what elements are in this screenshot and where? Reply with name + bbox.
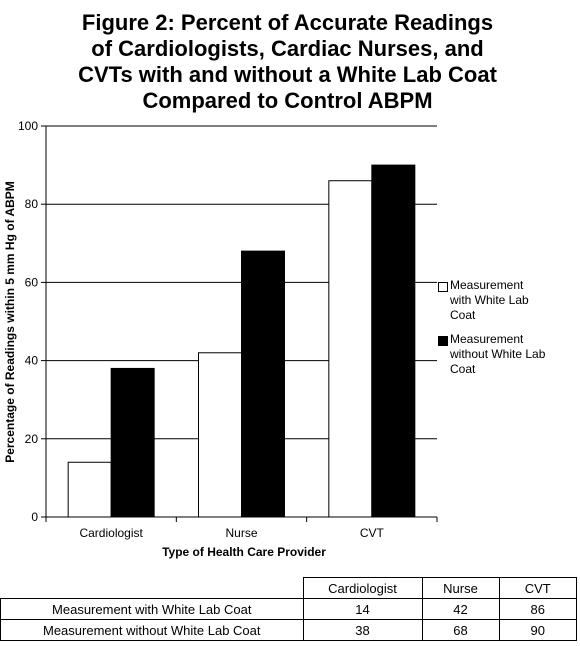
y-tick-labels: 0 20 40 60 80 100 bbox=[18, 119, 38, 524]
title-line: CVTs with and without a White Lab Coat bbox=[78, 62, 497, 87]
table-cell: 86 bbox=[498, 598, 577, 620]
y-tick-label: 0 bbox=[31, 510, 38, 524]
bar-chart: 0 20 40 60 80 100 Cardiologist Nurse CVT Percen… bbox=[3, 119, 438, 559]
table-row: Measurement without White Lab Coat 38 68… bbox=[0, 619, 577, 641]
y-tick-label: 20 bbox=[25, 432, 39, 446]
legend-label-with-coat: Measurement with White Lab Coat bbox=[450, 278, 560, 323]
table-cell: 38 bbox=[302, 619, 423, 641]
table-header-row: Cardiologist Nurse CVT bbox=[0, 577, 577, 599]
x-tick-label: Nurse bbox=[225, 526, 257, 540]
bars bbox=[67, 164, 416, 518]
legend-line: Coat bbox=[450, 362, 476, 376]
title-line: of Cardiologists, Cardiac Nurses, and bbox=[91, 36, 484, 61]
chart-title: Figure 2: Percent of Accurate Readings o… bbox=[10, 10, 565, 114]
x-tick-label: Cardiologist bbox=[79, 526, 143, 540]
axes bbox=[41, 125, 438, 522]
table-header-cell: Nurse bbox=[421, 577, 500, 599]
legend-label-without-coat: Measurement without White Lab Coat bbox=[450, 332, 560, 377]
data-table: Cardiologist Nurse CVT Measurement with … bbox=[0, 577, 577, 641]
legend-swatch-black bbox=[438, 336, 448, 346]
legend-swatch-white bbox=[438, 282, 448, 292]
y-axis-label: Percentage of Readings within 5 mm Hg of… bbox=[3, 181, 17, 463]
table-row: Measurement with White Lab Coat 14 42 86 bbox=[0, 598, 577, 620]
bar-without-coat bbox=[241, 250, 285, 518]
title-line: Compared to Control ABPM bbox=[142, 88, 433, 113]
table-header-cell: Cardiologist bbox=[302, 577, 423, 599]
table-cell: 68 bbox=[421, 619, 500, 641]
table-cell: 42 bbox=[421, 598, 500, 620]
y-tick-label: 100 bbox=[18, 119, 38, 133]
table-row-label: Measurement with White Lab Coat bbox=[0, 598, 304, 620]
bar-with-coat bbox=[198, 352, 242, 518]
x-tick-label: CVT bbox=[360, 526, 385, 540]
y-tick-label: 80 bbox=[25, 197, 39, 211]
legend-line: Measurement bbox=[450, 278, 524, 292]
bar-without-coat bbox=[110, 367, 155, 518]
legend-line: Coat bbox=[450, 308, 476, 322]
y-tick-label: 40 bbox=[25, 354, 39, 368]
title-line: Figure 2: Percent of Accurate Readings bbox=[81, 10, 494, 35]
table-cell: 14 bbox=[302, 598, 423, 620]
bar-with-coat bbox=[328, 180, 373, 518]
y-tick-label: 60 bbox=[25, 275, 39, 289]
table-header-cell: CVT bbox=[498, 577, 577, 599]
legend-line: without White Lab bbox=[450, 347, 546, 361]
table-row-label: Measurement without White Lab Coat bbox=[0, 619, 304, 641]
bar-without-coat bbox=[371, 164, 416, 518]
table-cell: 90 bbox=[498, 619, 577, 641]
legend-line: Measurement bbox=[450, 332, 524, 346]
x-axis-label: Type of Health Care Provider bbox=[162, 545, 326, 559]
x-tick-labels: Cardiologist Nurse CVT bbox=[79, 526, 384, 540]
legend-line: with White Lab bbox=[450, 293, 529, 307]
bar-with-coat bbox=[67, 461, 112, 518]
table-corner-cell bbox=[0, 577, 304, 599]
